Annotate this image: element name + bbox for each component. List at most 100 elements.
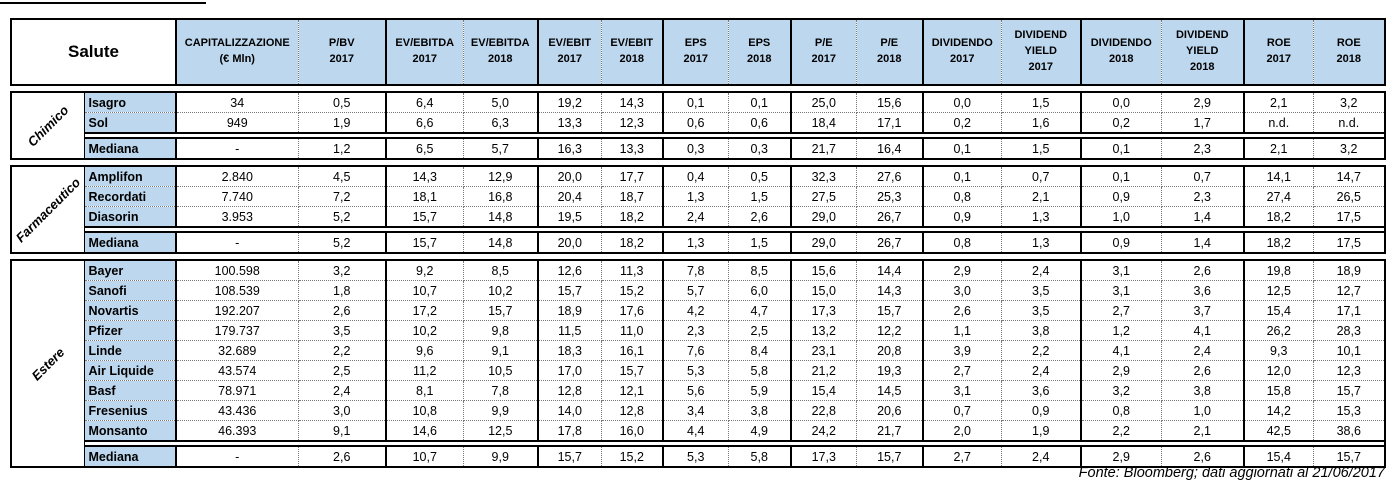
value-cell: 0,7: [923, 400, 1002, 421]
median-value-cell: 3,2: [1340, 141, 1358, 156]
value-cell: 17,8: [538, 420, 602, 442]
median-value-cell: 18,2: [601, 232, 664, 253]
value-cell: 2,1: [1244, 92, 1314, 113]
value-cell: 15,7: [856, 300, 924, 321]
value-cell: 38,6: [1313, 420, 1385, 442]
table-row: Sanofi 108.539 1,8 10,7 10,2 15,7 15,2 5,7 6,0 15…: [11, 280, 1385, 301]
column-header: EV/EBITDA 2018: [463, 19, 539, 85]
value-cell: 1,7: [1161, 112, 1245, 134]
value-cell: 18,7: [601, 186, 664, 207]
value-cell: 14,2: [1244, 400, 1314, 421]
median-value-cell: 2,3: [1161, 138, 1245, 159]
value-cell: 2,2: [298, 340, 387, 361]
value-cell: 3,2: [1313, 92, 1385, 113]
median-value-cell: 9,9: [463, 446, 539, 467]
value-cell: 8,5: [728, 260, 792, 281]
median-value-cell: 15,7: [1336, 449, 1361, 464]
value-cell: 12,8: [601, 400, 664, 421]
median-value-cell: 29,0: [791, 232, 857, 253]
value-cell: 19,8: [1244, 260, 1314, 281]
value-cell: 3,8: [728, 400, 792, 421]
group-table-estere: Estere Bayer 100.598 3,2 9,2 8,5 12,6 11,3 7,8 8,…: [10, 259, 1386, 468]
value-cell: 0,7: [1161, 166, 1245, 187]
value-cell: 12,6: [538, 260, 602, 281]
value-cell: 0,6: [663, 112, 729, 134]
value-cell: 2,6: [298, 300, 387, 321]
company-name: Air Liquide: [84, 360, 177, 381]
value-cell: 17,3: [791, 300, 857, 321]
median-value-cell: 1,5: [1001, 138, 1082, 159]
value-cell: 12,5: [1244, 280, 1314, 301]
table-row: Linde 32.689 2,2 9,6 9,1 18,3 16,1 7,6 8,4 23,1 20…: [11, 340, 1385, 361]
median-value-cell: 15,2: [601, 446, 664, 467]
median-value-cell: 1,3: [1001, 232, 1082, 253]
value-cell: 14,3: [386, 166, 464, 187]
median-separator-row: [11, 440, 1385, 447]
value-cell: 3,5: [1001, 300, 1082, 321]
value-cell: 1,9: [298, 112, 387, 134]
value-cell: 11,3: [601, 260, 664, 281]
value-cell: 10,2: [386, 320, 464, 341]
value-cell: 4,7: [728, 300, 792, 321]
value-cell: 27,4: [1244, 186, 1314, 207]
value-cell: 5,3: [663, 360, 729, 381]
value-cell: 0,1: [663, 92, 729, 113]
value-cell: 3,6: [1001, 380, 1082, 401]
value-cell: 0,8: [923, 186, 1002, 207]
value-cell: 17,1: [856, 112, 924, 134]
value-cell: 15,7: [1313, 380, 1385, 401]
value-cell: 1,4: [1161, 206, 1245, 228]
value-cell: 9,3: [1244, 340, 1314, 361]
median-value-cell: 5,3: [663, 446, 729, 467]
column-header: EV/EBITDA 2017: [386, 19, 464, 85]
group-label: Farmaceutico: [12, 174, 83, 245]
column-header: DIVIDEND YIELD 2018: [1161, 19, 1245, 85]
value-cell: 20,4: [538, 186, 602, 207]
value-cell: 2,4: [1001, 360, 1082, 381]
value-cell: 2,3: [663, 320, 729, 341]
value-cell: 3,2: [1081, 380, 1162, 401]
value-cell: 17,0: [538, 360, 602, 381]
value-cell: 3,7: [1161, 300, 1245, 321]
value-cell: 21,2: [791, 360, 857, 381]
value-cell: 12,5: [463, 420, 539, 442]
value-cell: 1,6: [1001, 112, 1082, 134]
value-cell: 6,4: [386, 92, 464, 113]
value-cell: 3,1: [1081, 260, 1162, 281]
median-value-cell: 17,5: [1336, 235, 1361, 250]
column-header: ROE 2017: [1244, 19, 1314, 85]
value-cell: 5,7: [663, 280, 729, 301]
value-cell: 1,0: [1161, 400, 1245, 421]
value-cell: 7.740: [176, 186, 299, 207]
value-cell: 5,0: [463, 92, 539, 113]
value-cell: 2,7: [1081, 300, 1162, 321]
value-cell: 12,3: [1313, 360, 1385, 381]
median-value-cell: 20,0: [538, 232, 602, 253]
value-cell: 14,8: [463, 206, 539, 228]
value-cell: 16,1: [601, 340, 664, 361]
group-label-cell: Chimico: [11, 92, 85, 160]
value-cell: 3,8: [1001, 320, 1082, 341]
value-cell: 16,0: [601, 420, 664, 442]
median-value-cell: 2,1: [1244, 138, 1314, 159]
value-cell: 179.737: [176, 320, 299, 341]
value-cell: 43.436: [176, 400, 299, 421]
column-header: P/BV 2017: [298, 19, 387, 85]
value-cell: 26,7: [856, 206, 924, 228]
median-value-cell: 5,7: [463, 138, 539, 159]
median-label: Mediana: [84, 138, 177, 159]
value-cell: 18,3: [538, 340, 602, 361]
median-value-cell: 15,7: [386, 232, 464, 253]
value-cell: 0,7: [1001, 166, 1082, 187]
value-cell: 8,1: [386, 380, 464, 401]
value-cell: 17,6: [601, 300, 664, 321]
value-cell: 42,5: [1244, 420, 1314, 442]
valuation-table: Salute CAPITALIZZAZIONE (€ Mln) P/BV 2017…: [10, 18, 1386, 468]
median-value-cell: 15,4: [1244, 446, 1314, 467]
median-value-cell: 0,8: [923, 232, 1002, 253]
value-cell: 11,5: [538, 320, 602, 341]
median-value-cell: 15,7: [856, 446, 924, 467]
value-cell: 7,8: [463, 380, 539, 401]
value-cell: 9,6: [386, 340, 464, 361]
median-separator-row: [11, 132, 1385, 139]
